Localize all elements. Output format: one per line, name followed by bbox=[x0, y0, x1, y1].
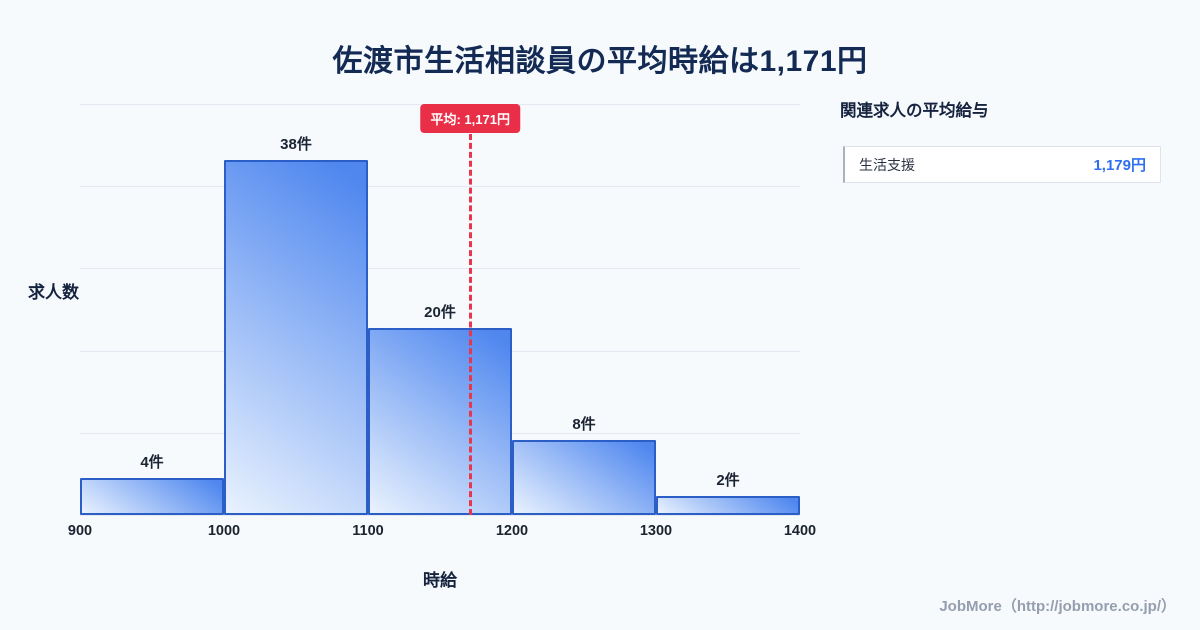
attribution-text: JobMore（http://jobmore.co.jp/） bbox=[939, 598, 1176, 615]
y-axis-label: 求人数 bbox=[28, 283, 79, 302]
bar-900-1000 bbox=[80, 477, 224, 515]
gridline bbox=[80, 268, 800, 270]
x-axis-ticks: 900 1000 1100 1200 1300 1400 bbox=[68, 523, 816, 543]
bar-value-label: 8件 bbox=[572, 416, 596, 434]
gridline bbox=[80, 515, 800, 516]
average-badge: 平均: 1,171円 bbox=[420, 104, 520, 133]
x-tick: 1000 bbox=[207, 523, 241, 539]
x-tick: 900 bbox=[67, 523, 93, 539]
x-tick: 1300 bbox=[639, 523, 673, 539]
related-job-label: 生活支援 bbox=[859, 156, 915, 173]
related-job-value: 1,179円 bbox=[1093, 157, 1146, 174]
bar-1100-1200 bbox=[368, 328, 512, 515]
x-tick: 1400 bbox=[783, 523, 817, 539]
bar-value-label: 38件 bbox=[280, 136, 312, 154]
related-job-item: 生活支援 1,179円 bbox=[843, 146, 1161, 183]
x-axis-label: 時給 bbox=[423, 571, 457, 590]
bar-1000-1100 bbox=[224, 160, 368, 515]
x-tick: 1200 bbox=[495, 523, 529, 539]
bar-1200-1300 bbox=[512, 440, 656, 515]
bar-1300-1400 bbox=[656, 496, 800, 515]
gridline bbox=[80, 186, 800, 188]
page-title: 佐渡市生活相談員の平均時給は1,171円 bbox=[332, 45, 868, 78]
x-tick: 1100 bbox=[352, 523, 384, 539]
plot-area: 4件 38件 20件 8件 2件 平均: 1,171円 bbox=[80, 104, 800, 516]
bar-value-label: 20件 bbox=[424, 304, 456, 322]
average-line bbox=[468, 134, 472, 515]
bar-value-label: 4件 bbox=[140, 453, 164, 471]
bar-value-label: 2件 bbox=[716, 472, 740, 490]
related-jobs-panel-title: 関連求人の平均給与 bbox=[840, 102, 989, 120]
